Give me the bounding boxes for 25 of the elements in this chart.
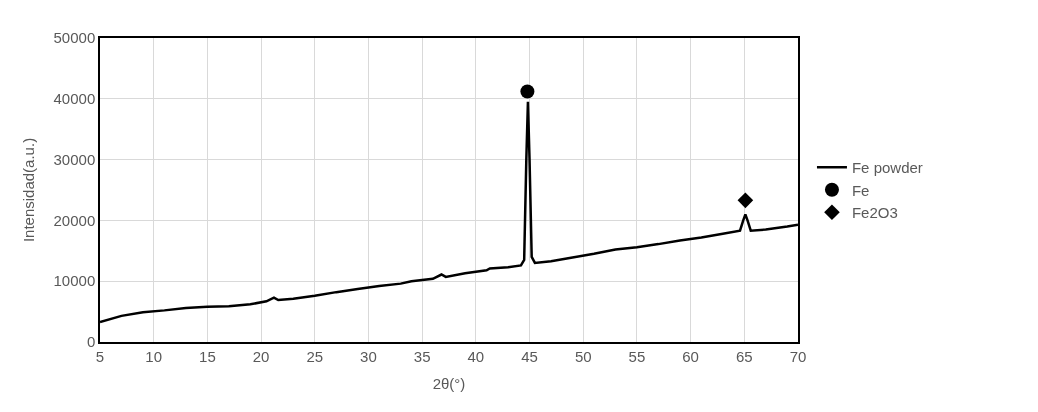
x-axis-title: 2θ(°)	[432, 375, 466, 393]
y-axis-title: Intensidad(a.u.)	[20, 137, 38, 243]
y-tick-label: 40000	[53, 90, 96, 108]
y-tick-label: 0	[86, 333, 96, 351]
x-tick-label: 10	[145, 347, 163, 365]
x-tick-label: 15	[199, 347, 216, 365]
x-tick-label: 25	[306, 347, 324, 365]
x-tick-label: 55	[628, 347, 646, 365]
x-tick-label: 60	[682, 347, 699, 365]
y-tick-label: 50000	[53, 29, 96, 47]
legend-label: Fe2O3	[851, 204, 898, 222]
y-tick-label: 30000	[53, 150, 96, 168]
x-tick-label: 35	[413, 347, 431, 365]
x-tick-label: 50	[574, 347, 592, 365]
x-tick-label: 65	[735, 347, 753, 365]
x-tick-label: 5	[95, 347, 105, 365]
x-tick-label: 40	[467, 347, 485, 365]
x-tick-label: 45	[521, 347, 538, 365]
x-tick-label: 70	[789, 347, 807, 365]
y-tick-label: 10000	[53, 272, 96, 290]
legend-label: Fe powder	[851, 159, 923, 177]
legend-label: Fe	[851, 181, 870, 199]
y-tick-label: 20000	[53, 211, 96, 229]
x-tick-label: 20	[252, 347, 270, 365]
x-tick-label: 30	[360, 347, 377, 365]
